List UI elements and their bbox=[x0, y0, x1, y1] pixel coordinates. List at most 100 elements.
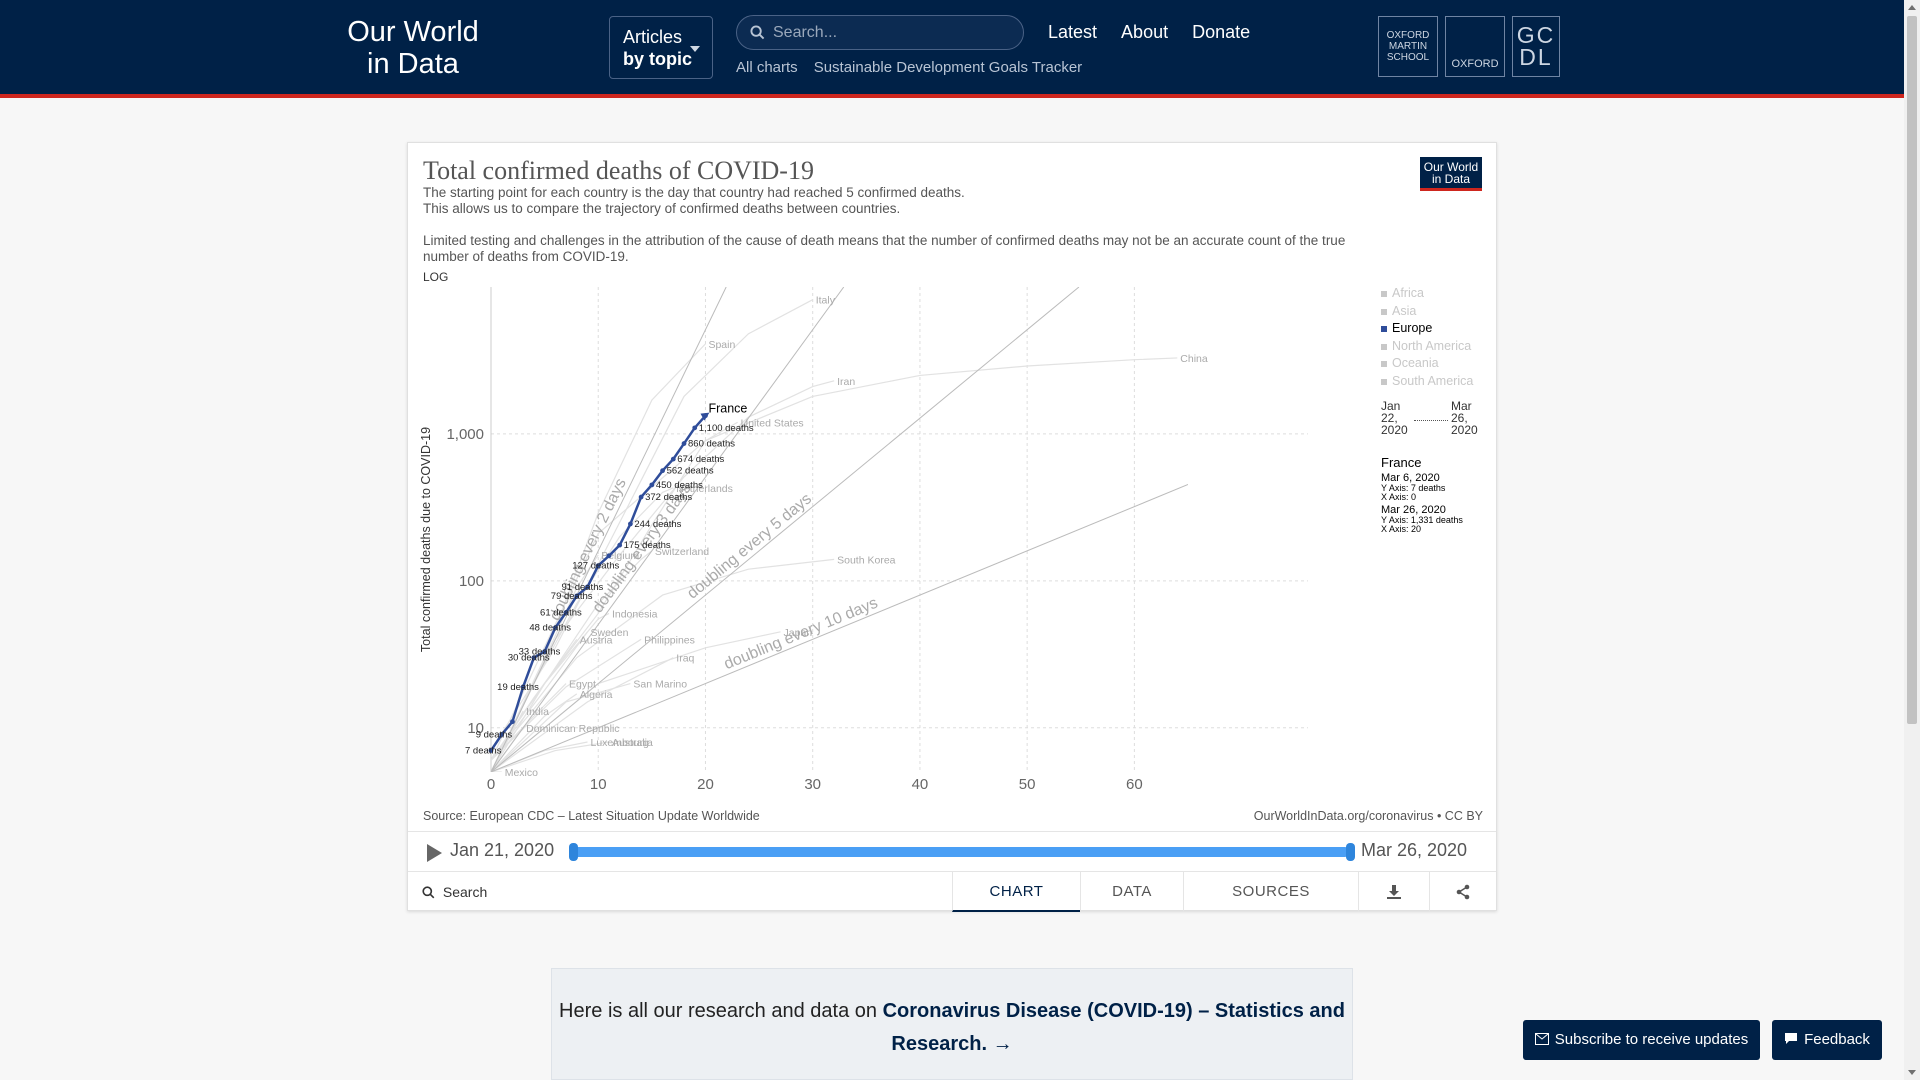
legend-oceania[interactable]: Oceania bbox=[1381, 355, 1473, 373]
x-tick-label: 30 bbox=[804, 776, 821, 793]
series-line bbox=[491, 357, 1178, 761]
timeline: Jan 21, 2020 Mar 26, 2020 bbox=[408, 831, 1496, 871]
articles-label: Articles bbox=[623, 27, 683, 47]
series-line bbox=[491, 741, 610, 772]
search-input[interactable] bbox=[773, 20, 1013, 46]
country-search-label: Search bbox=[442, 884, 488, 900]
france-series-label: France bbox=[708, 402, 747, 416]
license-link[interactable]: OurWorldInData.org/coronavirus • CC BY bbox=[1253, 809, 1483, 823]
legend-time-range: Jan 22, 2020 Mar 26, 2020 bbox=[1381, 400, 1478, 442]
tab-chart[interactable]: CHART bbox=[952, 872, 1080, 912]
share-icon bbox=[1456, 884, 1470, 900]
series-label: Egypt bbox=[569, 679, 596, 691]
pt2-y: Y Axis: 1,331 deaths bbox=[1381, 515, 1463, 525]
caret-down-icon bbox=[690, 46, 700, 52]
nav-about[interactable]: About bbox=[1121, 22, 1169, 42]
feedback-button[interactable]: Feedback bbox=[1772, 1020, 1882, 1060]
france-arrowhead bbox=[700, 412, 710, 421]
download-button[interactable] bbox=[1358, 872, 1429, 912]
tab-sources[interactable]: SOURCES bbox=[1183, 872, 1358, 912]
scroll-thumb[interactable] bbox=[1907, 16, 1917, 724]
x-tick-label: 50 bbox=[1019, 776, 1036, 793]
france-point bbox=[670, 456, 676, 462]
series-line bbox=[491, 657, 674, 772]
data-label: 674 deaths bbox=[677, 454, 724, 465]
data-label: 1,100 deaths bbox=[699, 423, 754, 434]
france-point bbox=[531, 655, 537, 661]
gcdl-text: GC DL bbox=[1516, 22, 1556, 70]
source-link[interactable]: Source: European CDC – Latest Situation … bbox=[423, 809, 760, 823]
doubling-line bbox=[491, 287, 727, 772]
france-point bbox=[595, 563, 601, 568]
nav-sdg-tracker[interactable]: Sustainable Development Goals Tracker bbox=[813, 59, 1083, 76]
log-scale-toggle[interactable]: LOG bbox=[423, 270, 449, 284]
pt2-x: X Axis: 20 bbox=[1381, 524, 1422, 534]
page-scrollbar[interactable] bbox=[1904, 0, 1920, 1080]
series-label: Switzerland bbox=[655, 546, 709, 558]
research-link[interactable]: Coronavirus Disease (COVID-19) – Statist… bbox=[882, 1000, 1345, 1055]
x-tick-label: 10 bbox=[590, 776, 607, 793]
subscribe-label: Subscribe to receive updates bbox=[1554, 1031, 1749, 1048]
oxford-martin-logo[interactable]: OXFORD MARTIN SCHOOL bbox=[1378, 16, 1438, 77]
legend-europe[interactable]: Europe bbox=[1381, 320, 1473, 338]
france-point bbox=[488, 748, 494, 753]
series-label: Netherlands bbox=[676, 483, 733, 495]
timeline-start-handle[interactable] bbox=[569, 843, 578, 861]
country-search[interactable]: Search bbox=[422, 884, 487, 900]
nav-all-charts[interactable]: All charts bbox=[736, 59, 798, 76]
timeline-end-handle[interactable] bbox=[1346, 843, 1355, 861]
data-label: 19 deaths bbox=[497, 682, 539, 693]
series-label: Iran bbox=[837, 376, 855, 388]
site-search[interactable] bbox=[736, 15, 1024, 50]
timeline-track[interactable] bbox=[573, 847, 1350, 857]
chart-subtitle: The starting point for each country is t… bbox=[423, 185, 1383, 265]
owid-badge[interactable]: Our World in Data bbox=[1420, 157, 1482, 191]
research-prefix: Here is all our research and data on bbox=[559, 1000, 883, 1022]
france-point bbox=[585, 584, 590, 590]
data-label: 30 deaths bbox=[508, 653, 550, 664]
series-label: Australia bbox=[612, 737, 653, 749]
series-label: China bbox=[1180, 353, 1208, 365]
series-label: Sweden bbox=[591, 627, 629, 639]
data-label: 562 deaths bbox=[667, 466, 714, 477]
legend-asia[interactable]: Asia bbox=[1381, 303, 1473, 321]
research-callout[interactable]: Here is all our research and data on Cor… bbox=[551, 968, 1353, 1080]
articles-by-topic-button[interactable]: Articles by topic bbox=[609, 16, 713, 79]
series-line bbox=[491, 343, 706, 772]
series-label: Mexico bbox=[505, 767, 538, 779]
university-of-oxford-logo[interactable]: OXFORD bbox=[1445, 16, 1505, 77]
logo-line2: in Data bbox=[367, 48, 459, 80]
france-point bbox=[606, 553, 612, 559]
search-icon bbox=[750, 25, 765, 40]
main-nav: Latest About Donate bbox=[1048, 22, 1250, 43]
x-tick-label: 20 bbox=[697, 776, 714, 793]
owid-logo[interactable]: Our World in Data bbox=[343, 16, 483, 80]
subscribe-button[interactable]: Subscribe to receive updates bbox=[1523, 1020, 1760, 1060]
gcdl-logo[interactable]: GC DL bbox=[1512, 16, 1560, 77]
subtitle-note: Limited testing and challenges in the at… bbox=[423, 233, 1346, 264]
tab-data[interactable]: DATA bbox=[1080, 872, 1183, 912]
series-label: Philippines bbox=[644, 634, 695, 646]
series-line bbox=[491, 558, 835, 761]
series-label: Luxembourg bbox=[591, 737, 650, 749]
doubling-line bbox=[491, 287, 1080, 772]
nav-latest[interactable]: Latest bbox=[1048, 22, 1098, 42]
legend-south-america[interactable]: South America bbox=[1381, 373, 1473, 391]
y-tick-label: 100 bbox=[459, 573, 484, 590]
legend-north-america[interactable]: North America bbox=[1381, 338, 1473, 356]
timeline-end-date: Mar 26, 2020 bbox=[1361, 840, 1468, 860]
series-label: Austria bbox=[580, 634, 613, 646]
scroll-up-icon[interactable] bbox=[1908, 5, 1916, 10]
series-label: Japan bbox=[784, 627, 813, 639]
nav-donate[interactable]: Donate bbox=[1192, 22, 1251, 42]
series-label: Dominican Republic bbox=[526, 723, 619, 735]
x-tick-label: 0 bbox=[487, 776, 495, 793]
series-line bbox=[491, 638, 578, 761]
legend-africa[interactable]: Africa bbox=[1381, 285, 1473, 303]
series-label: United States bbox=[741, 417, 804, 429]
share-button[interactable] bbox=[1429, 872, 1496, 912]
play-icon[interactable] bbox=[427, 844, 442, 862]
legend-time-end: Mar 26, 2020 bbox=[1451, 399, 1478, 437]
scroll-down-icon[interactable] bbox=[1908, 1070, 1916, 1075]
